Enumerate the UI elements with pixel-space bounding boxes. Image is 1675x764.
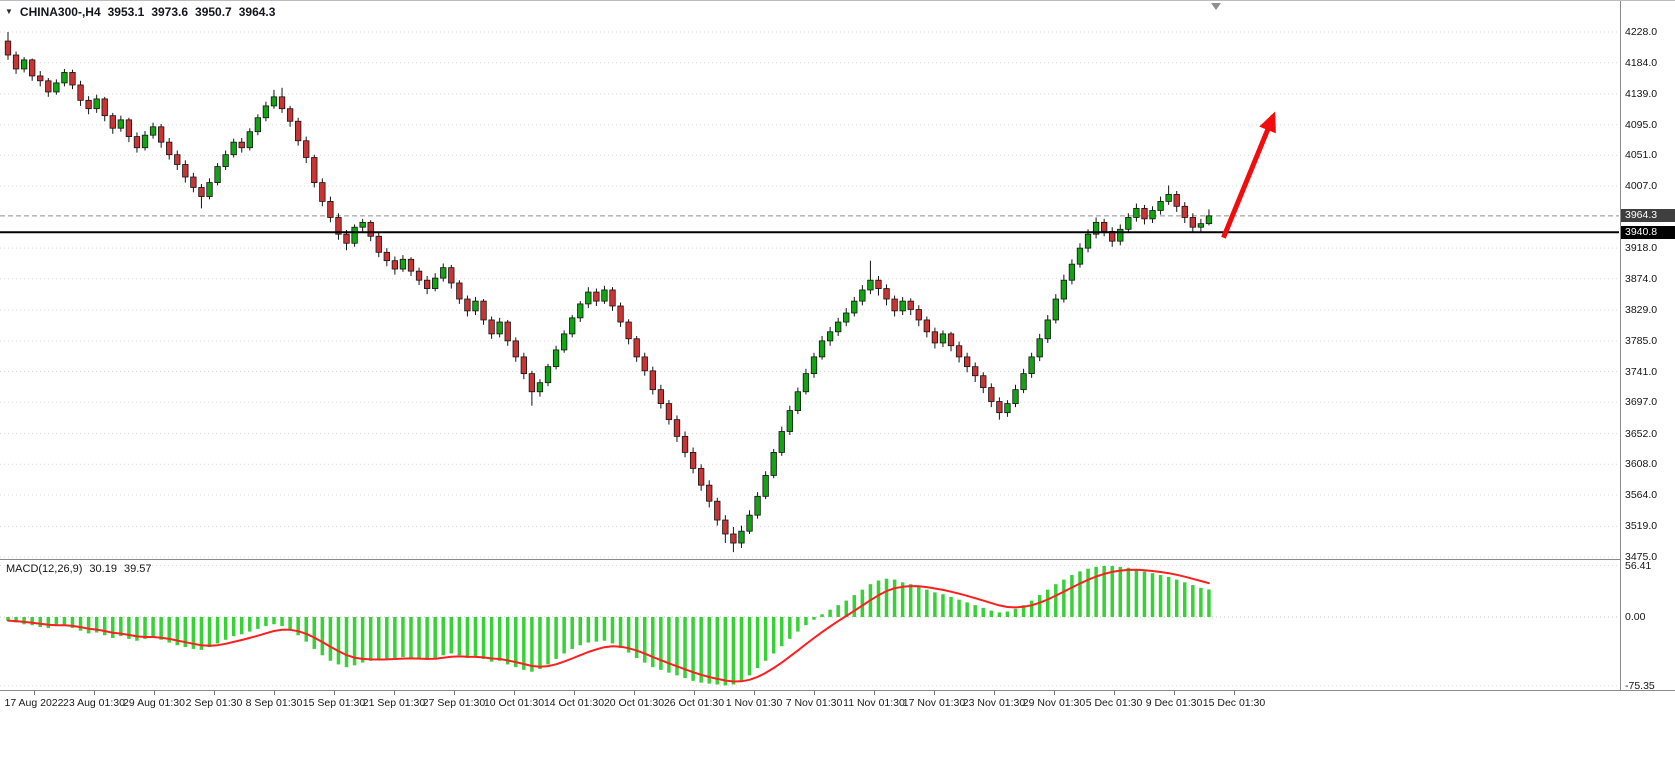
time-tick-label: 20 Oct 01:30 (603, 697, 665, 709)
time-tick-mark (274, 691, 275, 695)
time-tick-label: 27 Sep 01:30 (422, 697, 486, 709)
time-tick-mark (34, 691, 35, 695)
time-tick-mark (934, 691, 935, 695)
macd-main-value: 30.19 (89, 563, 117, 575)
time-tick-label: 17 Nov 01:30 (902, 697, 966, 709)
time-tick-label: 7 Nov 01:30 (785, 697, 843, 709)
price-tick-label: 4007.0 (1625, 180, 1658, 193)
time-tick-mark (1114, 691, 1115, 695)
time-tick-mark (874, 691, 875, 695)
symbol-ohlc-readout: ▼ CHINA300-,H4 3953.1 3973.6 3950.7 3964… (5, 5, 275, 19)
price-tick-label: 3697.0 (1625, 396, 1658, 409)
time-tick-mark (994, 691, 995, 695)
time-tick-label: 23 Aug 01:30 (63, 697, 125, 709)
price-tick-label: 3829.0 (1625, 304, 1658, 317)
hline-price-tag: 3940.8 (1621, 225, 1675, 239)
time-tick-label: 5 Dec 01:30 (1085, 697, 1143, 709)
time-tick-mark (214, 691, 215, 695)
time-tick-label: 17 Aug 2022 (4, 697, 64, 709)
time-tick-label: 23 Nov 01:30 (962, 697, 1026, 709)
time-tick-mark (574, 691, 575, 695)
macd-name-label: MACD(12,26,9) (6, 563, 83, 575)
time-axis[interactable]: 17 Aug 2022 23 Aug 01:30 29 Aug 01:30 2 Sep… (0, 690, 1675, 717)
high-value: 3973.6 (151, 5, 189, 19)
symbol-marker-icon: ▼ (5, 6, 13, 16)
time-tick-label: 8 Sep 01:30 (245, 697, 303, 709)
price-tick-label: 4184.0 (1625, 56, 1658, 69)
time-tick-mark (1174, 691, 1175, 695)
price-tick-label: 3608.0 (1625, 458, 1658, 471)
time-tick-label: 26 Oct 01:30 (663, 697, 725, 709)
time-tick-label: 21 Sep 01:30 (362, 697, 426, 709)
price-tick-label: 3475.0 (1625, 550, 1658, 563)
macd-readout: MACD(12,26,9) 30.19 39.57 (6, 563, 151, 575)
price-tick-label: 4095.0 (1625, 118, 1658, 131)
open-value: 3953.1 (107, 5, 145, 19)
time-tick-mark (454, 691, 455, 695)
time-tick-mark (154, 691, 155, 695)
chart-shift-marker[interactable] (1211, 3, 1221, 10)
time-tick-mark (514, 691, 515, 695)
price-tick-label: 3652.0 (1625, 427, 1658, 440)
time-tick-label: 15 Sep 01:30 (302, 697, 366, 709)
low-value: 3950.7 (195, 5, 232, 19)
time-tick-label: 1 Nov 01:30 (725, 697, 783, 709)
time-tick-mark (814, 691, 815, 695)
price-tick-label: 3785.0 (1625, 334, 1658, 347)
time-tick-label: 11 Nov 01:30 (843, 697, 905, 709)
symbol-period-label: CHINA300-,H4 (19, 5, 101, 19)
time-tick-mark (694, 691, 695, 695)
price-tick-label: 3564.0 (1625, 488, 1658, 501)
price-axis[interactable]: 4228.0 4184.0 4139.0 4095.0 4051.0 4007.0 3918… (1620, 1, 1675, 692)
price-tick-label: 3741.0 (1625, 365, 1658, 378)
time-tick-mark (634, 691, 635, 695)
time-tick-label: 10 Oct 01:30 (483, 697, 545, 709)
current-price-tag: 3964.3 (1621, 209, 1675, 223)
time-tick-mark (754, 691, 755, 695)
macd-tick-label: 56.41 (1625, 559, 1652, 572)
time-tick-mark (394, 691, 395, 695)
price-tick-label: 3918.0 (1625, 242, 1658, 255)
time-tick-mark (1234, 691, 1235, 695)
macd-tick-label: -75.35 (1625, 679, 1655, 692)
time-tick-mark (1054, 691, 1055, 695)
price-tick-label: 3874.0 (1625, 272, 1658, 285)
price-tick-label: 4228.0 (1625, 26, 1658, 38)
time-tick-label: 14 Oct 01:30 (543, 697, 605, 709)
price-tick-label: 4051.0 (1625, 149, 1658, 162)
macd-tick-label: 0.00 (1625, 611, 1646, 623)
time-tick-mark (94, 691, 95, 695)
time-tick-label: 9 Dec 01:30 (1145, 697, 1203, 709)
time-tick-label: 2 Sep 01:30 (185, 697, 243, 709)
time-tick-mark (334, 691, 335, 695)
time-tick-label: 29 Nov 01:30 (1022, 697, 1086, 709)
time-tick-label: 29 Aug 01:30 (123, 697, 185, 709)
macd-signal-value: 39.57 (123, 563, 152, 575)
time-tick-label: 15 Dec 01:30 (1202, 697, 1266, 709)
price-tick-label: 3519.0 (1625, 520, 1658, 533)
price-tick-label: 4139.0 (1625, 88, 1658, 101)
close-value: 3964.3 (238, 5, 276, 19)
